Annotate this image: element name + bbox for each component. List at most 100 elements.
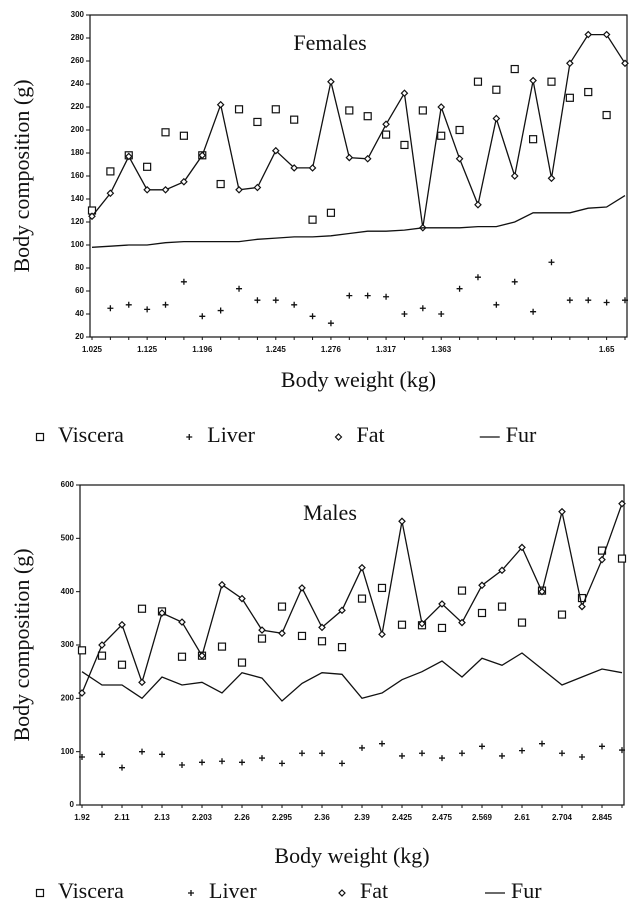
legend-label: Fur <box>506 422 537 447</box>
plus-marker <box>291 301 298 308</box>
plus-marker <box>79 754 85 760</box>
y-tick-label: 80 <box>75 263 84 272</box>
y-tick-label: 240 <box>71 79 85 88</box>
y-tick-label: 20 <box>75 332 84 341</box>
diamond-marker <box>278 629 286 638</box>
diamond-marker <box>106 189 115 198</box>
square-marker <box>216 179 225 189</box>
y-tick-label: 100 <box>61 747 75 756</box>
diamond-marker <box>124 152 133 161</box>
diamond-marker <box>478 581 486 590</box>
square-marker <box>97 651 107 660</box>
diamond-marker <box>345 153 354 162</box>
plus-marker <box>319 750 325 757</box>
diamond-marker <box>218 580 226 589</box>
square-marker <box>377 583 387 593</box>
diamond-marker <box>198 651 206 660</box>
y-tick-label: 400 <box>61 587 75 596</box>
diamond-marker <box>474 200 482 209</box>
x-tick-label: 2.704 <box>552 813 573 822</box>
diamond-marker <box>298 584 306 592</box>
plus-marker <box>539 740 545 747</box>
y-axis-label: Body composition (g) <box>9 548 34 741</box>
plus-marker <box>236 285 243 292</box>
diamond-marker <box>492 114 501 123</box>
series-line <box>81 652 623 702</box>
plus-marker <box>359 744 365 751</box>
diamond-marker <box>308 164 317 172</box>
square-marker <box>437 623 447 633</box>
diamond-marker <box>271 146 280 155</box>
x-axis-label: Body weight (kg) <box>274 843 429 868</box>
plus-marker <box>186 434 193 440</box>
y-tick-label: 300 <box>71 10 85 19</box>
x-tick-label: 1.245 <box>266 345 287 354</box>
plus-marker <box>419 750 425 757</box>
y-tick-label: 180 <box>71 148 85 157</box>
y-tick-label: 100 <box>71 240 85 249</box>
plus-marker <box>493 301 500 308</box>
plus-marker <box>479 743 485 750</box>
square-marker <box>547 77 556 86</box>
y-tick-label: 500 <box>61 533 75 542</box>
diamond-marker <box>418 619 426 628</box>
diamond-marker <box>566 59 574 68</box>
y-tick-label: 140 <box>71 194 85 203</box>
series-line <box>91 33 626 228</box>
diamond-marker <box>455 154 464 163</box>
legend-label: Fur <box>511 878 542 903</box>
series-line <box>81 503 623 694</box>
diamond-marker <box>558 507 566 516</box>
diamond-marker <box>180 177 188 186</box>
x-tick-label: 1.317 <box>376 345 397 354</box>
x-tick-label: 1.92 <box>74 813 90 822</box>
x-tick-label: 1.65 <box>599 345 615 354</box>
x-tick-label: 1.025 <box>82 345 103 354</box>
x-tick-label: 2.13 <box>154 813 170 822</box>
diamond-marker <box>338 889 346 897</box>
plus-marker <box>622 297 628 304</box>
square-marker <box>497 602 507 611</box>
plus-marker <box>107 305 114 312</box>
diamond-marker <box>363 154 372 163</box>
diamond-marker <box>138 678 146 687</box>
diamond-marker <box>253 183 262 192</box>
diamond-marker <box>578 602 586 611</box>
square-marker <box>517 618 527 627</box>
square-marker <box>345 106 354 115</box>
plus-marker <box>456 285 463 292</box>
plus-marker <box>217 307 224 314</box>
series-line <box>91 195 626 248</box>
square-marker <box>457 586 467 595</box>
plot-frame <box>89 14 628 338</box>
x-tick-label: 2.11 <box>114 813 130 822</box>
diamond-marker <box>584 30 593 39</box>
plus-marker <box>159 751 165 758</box>
x-tick-label: 1.196 <box>192 345 213 354</box>
square-marker <box>397 620 407 629</box>
diamond-marker <box>538 587 546 596</box>
plus-marker <box>364 292 371 299</box>
square-marker <box>179 131 188 140</box>
diamond-marker <box>318 623 326 632</box>
plus-marker <box>511 278 518 285</box>
diamond-marker <box>235 185 243 194</box>
legend-label: Fat <box>357 422 385 447</box>
x-tick-label: 1.276 <box>321 345 342 354</box>
diamond-marker <box>327 77 335 86</box>
plus-marker <box>419 305 426 312</box>
square-marker <box>617 554 627 563</box>
diamond-marker <box>290 164 299 172</box>
y-tick-label: 600 <box>61 480 75 489</box>
square-marker <box>161 128 170 137</box>
plus-marker <box>279 760 285 767</box>
diamond-marker <box>547 174 556 183</box>
diamond-marker <box>258 626 266 634</box>
x-tick-label: 2.475 <box>432 813 453 822</box>
x-tick-label: 2.845 <box>592 813 613 822</box>
diamond-marker <box>78 689 86 697</box>
square-marker <box>584 87 593 97</box>
y-tick-label: 300 <box>61 640 75 649</box>
square-marker <box>326 208 336 217</box>
